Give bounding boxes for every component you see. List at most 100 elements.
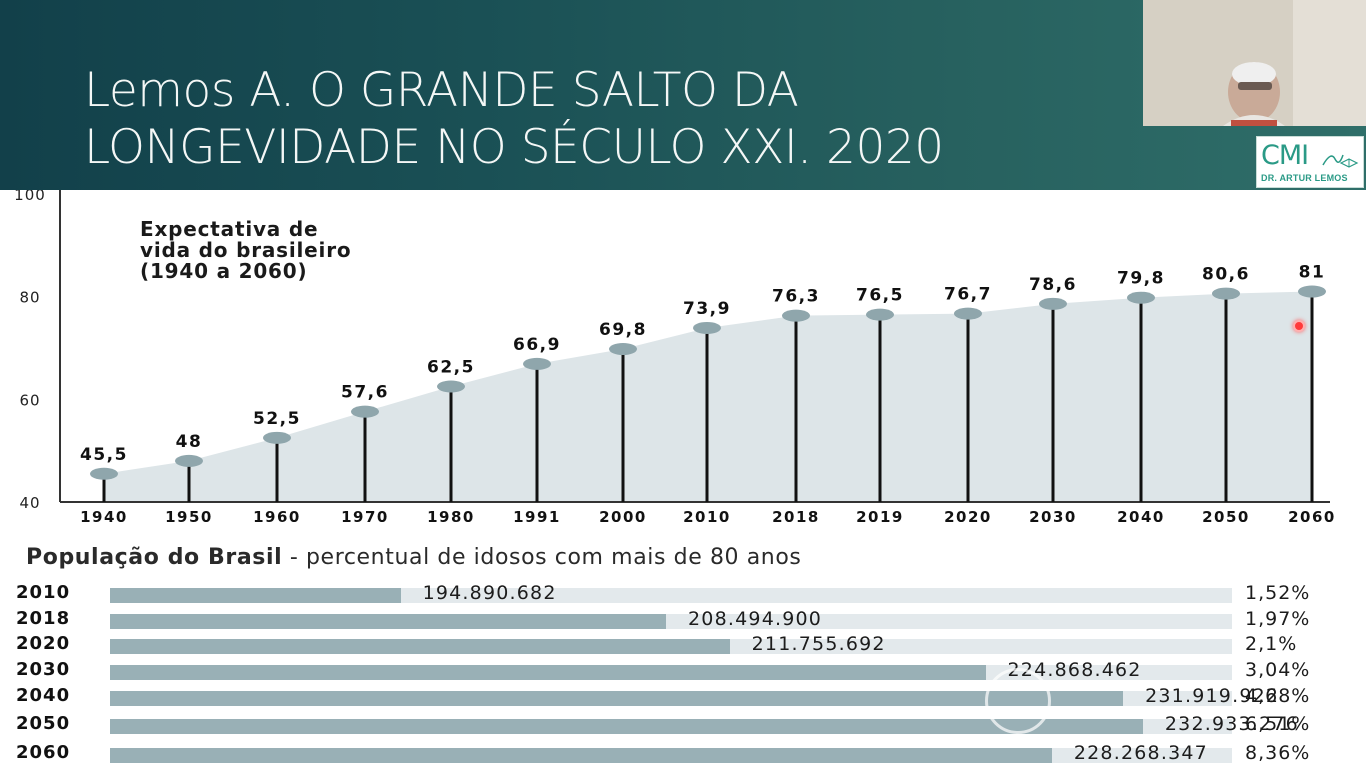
data-point xyxy=(693,321,721,334)
population-chart-title: População do Brasil - percentual de idos… xyxy=(26,545,801,570)
population-bar xyxy=(110,748,1052,763)
presenter-video-frame xyxy=(1143,0,1366,126)
data-point xyxy=(1039,297,1067,310)
data-label: 57,6 xyxy=(341,383,389,403)
laser-pointer xyxy=(1293,320,1305,332)
x-tick-label: 1960 xyxy=(253,508,301,526)
population-bar-track xyxy=(110,719,1232,734)
data-label: 62,5 xyxy=(427,358,475,378)
population-value: 208.494.900 xyxy=(688,608,823,630)
slide-title-line-2: LONGEVIDADE NO SÉCULO XXI. 2020 xyxy=(84,120,944,175)
population-title-bold: População do Brasil xyxy=(26,545,283,570)
data-label: 76,7 xyxy=(944,285,992,305)
x-tick-label: 2019 xyxy=(856,508,904,526)
x-tick-label: 1991 xyxy=(513,508,561,526)
data-label: 45,5 xyxy=(80,445,128,465)
x-tick-label: 1940 xyxy=(80,508,128,526)
cmi-logo: CMI DR. ARTUR LEMOS xyxy=(1256,136,1364,188)
logo-subtitle: DR. ARTUR LEMOS xyxy=(1261,173,1348,183)
population-year: 2018 xyxy=(16,608,71,629)
population-row: 2018 208.494.900 1,97% xyxy=(0,608,1366,632)
percent-over-80: 4,68% xyxy=(1245,685,1311,707)
x-tick-label: 1950 xyxy=(165,508,213,526)
channel-watermark-icon xyxy=(985,668,1051,734)
data-point xyxy=(1127,291,1155,304)
x-tick-label: 2010 xyxy=(683,508,731,526)
slide-title-line-1: Lemos A. O GRANDE SALTO DA xyxy=(84,63,799,118)
chart-title-line-1: Expectativa de xyxy=(140,217,319,241)
x-tick-label: 2030 xyxy=(1029,508,1077,526)
x-tick-label: 1970 xyxy=(341,508,389,526)
population-bar-track xyxy=(110,748,1232,763)
data-point xyxy=(782,309,810,322)
population-bar-track xyxy=(110,665,1232,680)
population-year: 2030 xyxy=(16,659,71,680)
data-label: 80,6 xyxy=(1202,265,1250,285)
percent-over-80: 6,51% xyxy=(1245,713,1311,735)
data-label: 69,8 xyxy=(599,320,647,340)
population-bar xyxy=(110,614,667,629)
y-tick-label: 80 xyxy=(19,289,40,307)
population-value: 194.890.682 xyxy=(422,582,557,604)
data-point xyxy=(866,308,894,321)
life-expectancy-chart: 40 60 80 100 45,5 1940 48 1950 52,5 1960 57,6 1970 6… xyxy=(0,190,1366,530)
population-bar xyxy=(110,588,401,603)
population-row: 2060 228.268.347 8,36% xyxy=(0,742,1366,766)
data-label: 76,5 xyxy=(856,286,904,306)
population-row: 2030 224.868.462 3,04% xyxy=(0,659,1366,683)
x-tick-label: 2020 xyxy=(944,508,992,526)
data-label: 81 xyxy=(1299,263,1326,283)
population-value: 211.755.692 xyxy=(751,633,886,655)
population-bar xyxy=(110,639,730,654)
population-year: 2040 xyxy=(16,685,71,706)
population-row: 2010 194.890.682 1,52% xyxy=(0,582,1366,606)
population-row: 2040 231.919.922 4,68% xyxy=(0,685,1366,709)
data-label: 79,8 xyxy=(1117,269,1165,289)
percent-over-80: 1,97% xyxy=(1245,608,1311,630)
webcam-video[interactable] xyxy=(1143,0,1366,126)
data-point xyxy=(437,380,465,393)
population-year: 2010 xyxy=(16,582,71,603)
population-value: 228.268.347 xyxy=(1073,742,1208,764)
data-point xyxy=(351,405,379,418)
population-value: 231.919.922 xyxy=(1145,685,1280,707)
y-tick-label: 60 xyxy=(19,391,40,409)
population-bar-track xyxy=(110,639,1232,654)
population-bar xyxy=(110,719,1143,734)
data-point xyxy=(90,467,118,480)
population-row: 2020 211.755.692 2,1% xyxy=(0,633,1366,657)
population-bar-track xyxy=(110,588,1232,603)
x-tick-label: 2040 xyxy=(1117,508,1165,526)
x-tick-label: 2000 xyxy=(599,508,647,526)
slide-title: Lemos A. O GRANDE SALTO DA LONGEVIDADE N… xyxy=(84,62,1124,176)
population-value: 232.933.276 xyxy=(1164,713,1299,735)
population-bar-track xyxy=(110,691,1232,706)
percent-over-80: 8,36% xyxy=(1245,742,1311,764)
percent-over-80: 3,04% xyxy=(1245,659,1311,681)
data-point xyxy=(175,454,203,467)
x-tick-label: 2050 xyxy=(1202,508,1250,526)
life-expectancy-svg: 40 60 80 100 45,5 1940 48 1950 52,5 1960 57,6 1970 6… xyxy=(14,190,1336,526)
data-point xyxy=(1298,285,1326,298)
x-tick-label: 2060 xyxy=(1288,508,1336,526)
data-point xyxy=(1212,287,1240,300)
data-label: 52,5 xyxy=(253,409,301,429)
slide-header: Lemos A. O GRANDE SALTO DA LONGEVIDADE N… xyxy=(0,0,1366,190)
population-year: 2050 xyxy=(16,713,71,734)
data-label: 76,3 xyxy=(772,287,820,307)
x-tick-label: 1980 xyxy=(427,508,475,526)
data-point xyxy=(609,343,637,356)
data-label: 78,6 xyxy=(1029,275,1077,295)
population-value: 224.868.462 xyxy=(1007,659,1142,681)
data-label: 66,9 xyxy=(513,335,561,355)
data-label: 48 xyxy=(176,432,203,452)
y-tick-label: 100 xyxy=(14,190,46,204)
data-point xyxy=(523,357,551,370)
population-year: 2020 xyxy=(16,633,71,654)
y-tick-label: 40 xyxy=(19,494,40,512)
logo-book-icon xyxy=(1322,154,1359,168)
chart-title-line-2: vida do brasileiro xyxy=(140,238,352,262)
chart-title-line-3: (1940 a 2060) xyxy=(140,259,308,283)
population-bar xyxy=(110,691,1124,706)
data-label: 73,9 xyxy=(683,299,731,319)
